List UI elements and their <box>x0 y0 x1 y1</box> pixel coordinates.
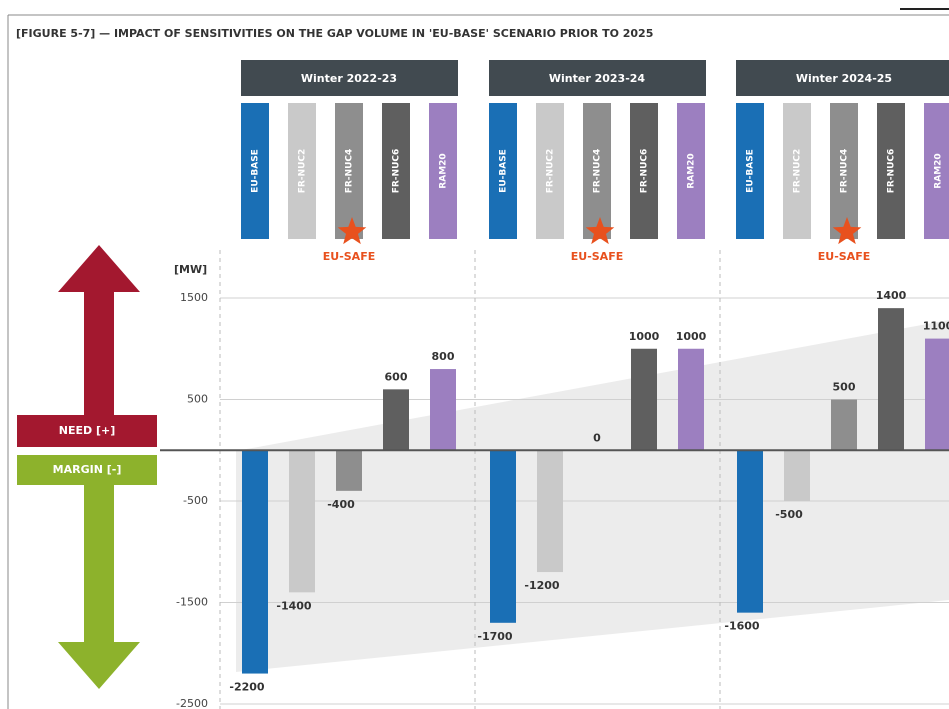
annotation: EU-SAFE <box>571 250 623 263</box>
margin-label: MARGIN [-] <box>53 463 122 476</box>
safe-star <box>337 217 367 245</box>
value-label: 1000 <box>676 330 707 343</box>
safe-star <box>585 217 615 245</box>
annotation: EU-SAFE <box>323 250 375 263</box>
bar <box>430 369 456 451</box>
bar <box>925 338 949 451</box>
category-label: EU-BASE <box>499 149 509 193</box>
value-label: -1200 <box>524 579 560 592</box>
category-label: FR-NUC6 <box>887 149 897 194</box>
group-header <box>241 60 458 96</box>
bar <box>878 308 904 451</box>
category-box <box>288 103 316 239</box>
category-label: EU-BASE <box>251 149 261 193</box>
category-box <box>335 103 363 239</box>
margin-arrow <box>58 485 140 689</box>
category-box <box>489 103 517 239</box>
bar <box>242 450 268 674</box>
category-label: FR-NUC4 <box>593 149 603 194</box>
bar <box>383 389 409 451</box>
chart-title: [FIGURE 5-7] — IMPACT OF SENSITIVITIES O… <box>16 27 653 40</box>
value-label: -1700 <box>477 630 513 643</box>
safe-star <box>832 217 862 245</box>
category-label: FR-NUC2 <box>546 149 556 194</box>
group-label: Winter 2024-25 <box>796 72 892 85</box>
y-tick-label: -2500 <box>176 697 208 709</box>
bar <box>831 399 857 451</box>
y-tick-label: -500 <box>183 494 208 507</box>
value-label: -1400 <box>276 599 312 612</box>
value-label: -500 <box>775 508 803 521</box>
category-label: FR-NUC4 <box>840 149 850 194</box>
bar <box>678 348 704 451</box>
category-label: EU-BASE <box>746 149 756 193</box>
category-label: FR-NUC6 <box>392 149 402 194</box>
need-arrow <box>58 245 140 415</box>
y-axis-label: [MW] <box>174 263 207 276</box>
bar <box>537 450 563 573</box>
category-box <box>783 103 811 239</box>
category-box <box>536 103 564 239</box>
group-label: Winter 2022-23 <box>301 72 397 85</box>
category-box <box>583 103 611 239</box>
category-label: RAM20 <box>934 153 944 188</box>
bar <box>289 450 315 593</box>
value-label: -1600 <box>724 620 760 633</box>
value-label: -400 <box>327 498 355 511</box>
y-tick-label: -1500 <box>176 596 208 609</box>
value-label: 0 <box>593 431 601 444</box>
category-label: FR-NUC6 <box>640 149 650 194</box>
category-label: FR-NUC2 <box>793 149 803 194</box>
category-label: RAM20 <box>687 153 697 188</box>
group-header <box>736 60 949 96</box>
range-shade <box>236 320 949 672</box>
bar <box>490 450 516 623</box>
value-label: 500 <box>833 381 856 394</box>
category-box <box>630 103 658 239</box>
value-label: 600 <box>385 370 408 383</box>
category-label: FR-NUC2 <box>298 149 308 194</box>
category-label: RAM20 <box>439 153 449 188</box>
bar <box>784 450 810 501</box>
value-label: 1000 <box>629 330 660 343</box>
category-box <box>241 103 269 239</box>
category-box <box>429 103 457 239</box>
margin-box <box>17 455 157 485</box>
group-label: Winter 2023-24 <box>549 72 646 85</box>
category-label: FR-NUC4 <box>345 149 355 194</box>
value-label: 1400 <box>876 289 907 302</box>
group-header <box>489 60 706 96</box>
y-tick-label: 1500 <box>180 291 208 304</box>
category-box <box>677 103 705 239</box>
need-box <box>17 415 157 447</box>
need-label: NEED [+] <box>59 424 115 437</box>
y-tick-label: 500 <box>187 393 208 406</box>
category-box <box>924 103 949 239</box>
category-box <box>382 103 410 239</box>
bar <box>336 450 362 491</box>
category-box <box>830 103 858 239</box>
category-box <box>877 103 905 239</box>
category-box <box>736 103 764 239</box>
annotation: EU-SAFE <box>818 250 870 263</box>
value-label: 1100 <box>923 320 949 333</box>
value-label: 800 <box>432 350 455 363</box>
value-label: -2200 <box>229 681 265 694</box>
bar <box>737 450 763 613</box>
bar <box>631 348 657 451</box>
